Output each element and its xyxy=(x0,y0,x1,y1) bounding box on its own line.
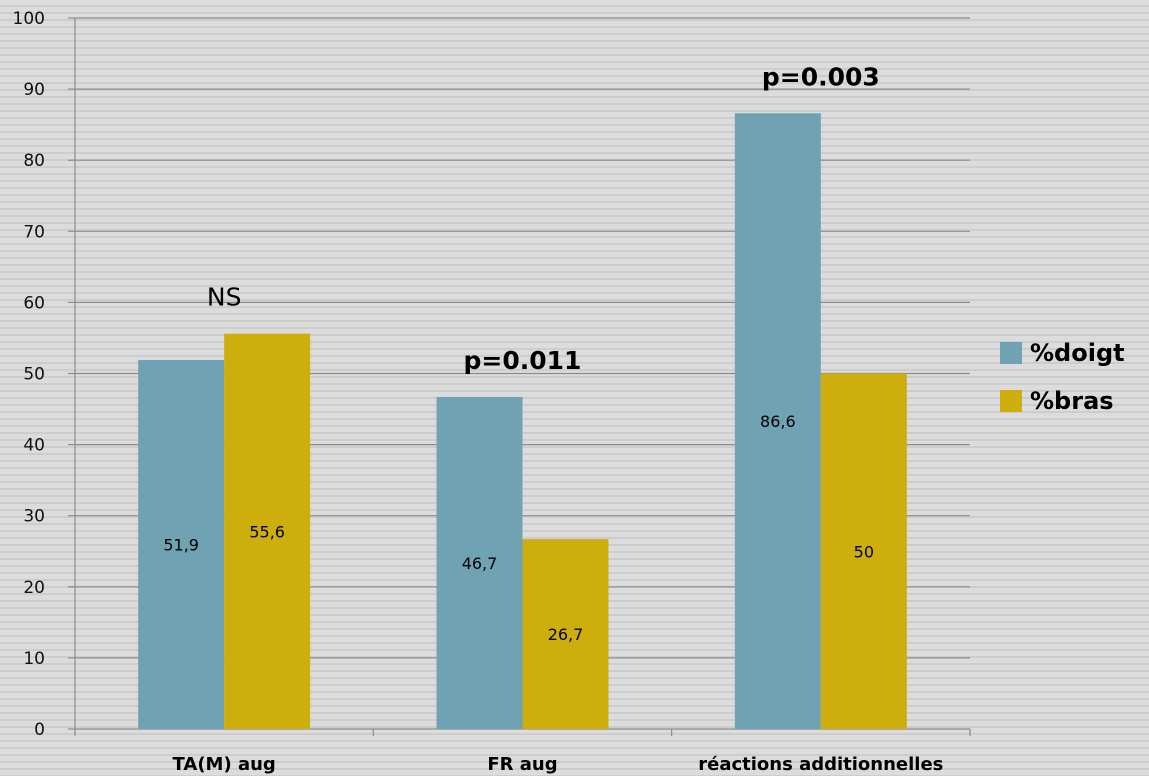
data-label-0-1: 46,7 xyxy=(462,554,498,573)
y-tick-label-0: 0 xyxy=(34,720,45,740)
data-label-1-1: 26,7 xyxy=(548,625,584,644)
y-tick-label-40: 40 xyxy=(23,436,45,456)
annotation-0: NS xyxy=(207,283,242,312)
bars xyxy=(138,113,907,730)
data-label-0-2: 86,6 xyxy=(760,412,796,431)
category-label-2: réactions additionnelles xyxy=(698,754,943,775)
legend-label-doigt: %doigt xyxy=(1030,339,1125,367)
y-tick-label-60: 60 xyxy=(23,293,45,313)
y-tick-label-80: 80 xyxy=(23,151,45,171)
data-label-1-2: 50 xyxy=(854,542,874,561)
bar-0-0 xyxy=(138,359,225,729)
bar-1-1 xyxy=(522,539,609,729)
legend-item-doigt: %doigt xyxy=(1000,332,1125,374)
annotation-1: p=0.011 xyxy=(464,346,582,375)
bar-1-2 xyxy=(820,373,907,729)
legend-swatch-doigt xyxy=(1000,342,1022,364)
bar-0-2 xyxy=(734,113,821,730)
y-tick-label-20: 20 xyxy=(23,578,45,598)
legend-label-bras: %bras xyxy=(1030,387,1114,415)
labels: 51,9 55,6 TA(M) aug NS 46,7 26,7 FR aug p=0.011… xyxy=(163,62,943,775)
y-tick-label-90: 90 xyxy=(23,80,45,100)
legend-item-bras: %bras xyxy=(1000,380,1125,422)
category-label-0: TA(M) aug xyxy=(173,754,276,775)
data-label-0-0: 51,9 xyxy=(163,535,199,554)
y-tick-label-100: 100 xyxy=(13,9,45,29)
y-tick-label-30: 30 xyxy=(23,507,45,527)
annotation-2: p=0.003 xyxy=(762,62,880,91)
category-label-1: FR aug xyxy=(487,754,557,775)
y-tick-label-50: 50 xyxy=(23,365,45,385)
y-tick-label-10: 10 xyxy=(23,649,45,669)
bar-0-1 xyxy=(436,396,523,729)
legend-swatch-bras xyxy=(1000,390,1022,412)
axes: 0 10 20 30 40 50 60 70 80 90 100 xyxy=(13,9,971,740)
legend: %doigt %bras xyxy=(1000,332,1125,428)
data-label-1-0: 55,6 xyxy=(249,522,285,541)
y-tick-label-70: 70 xyxy=(23,222,45,242)
bar-1-0 xyxy=(224,333,311,729)
